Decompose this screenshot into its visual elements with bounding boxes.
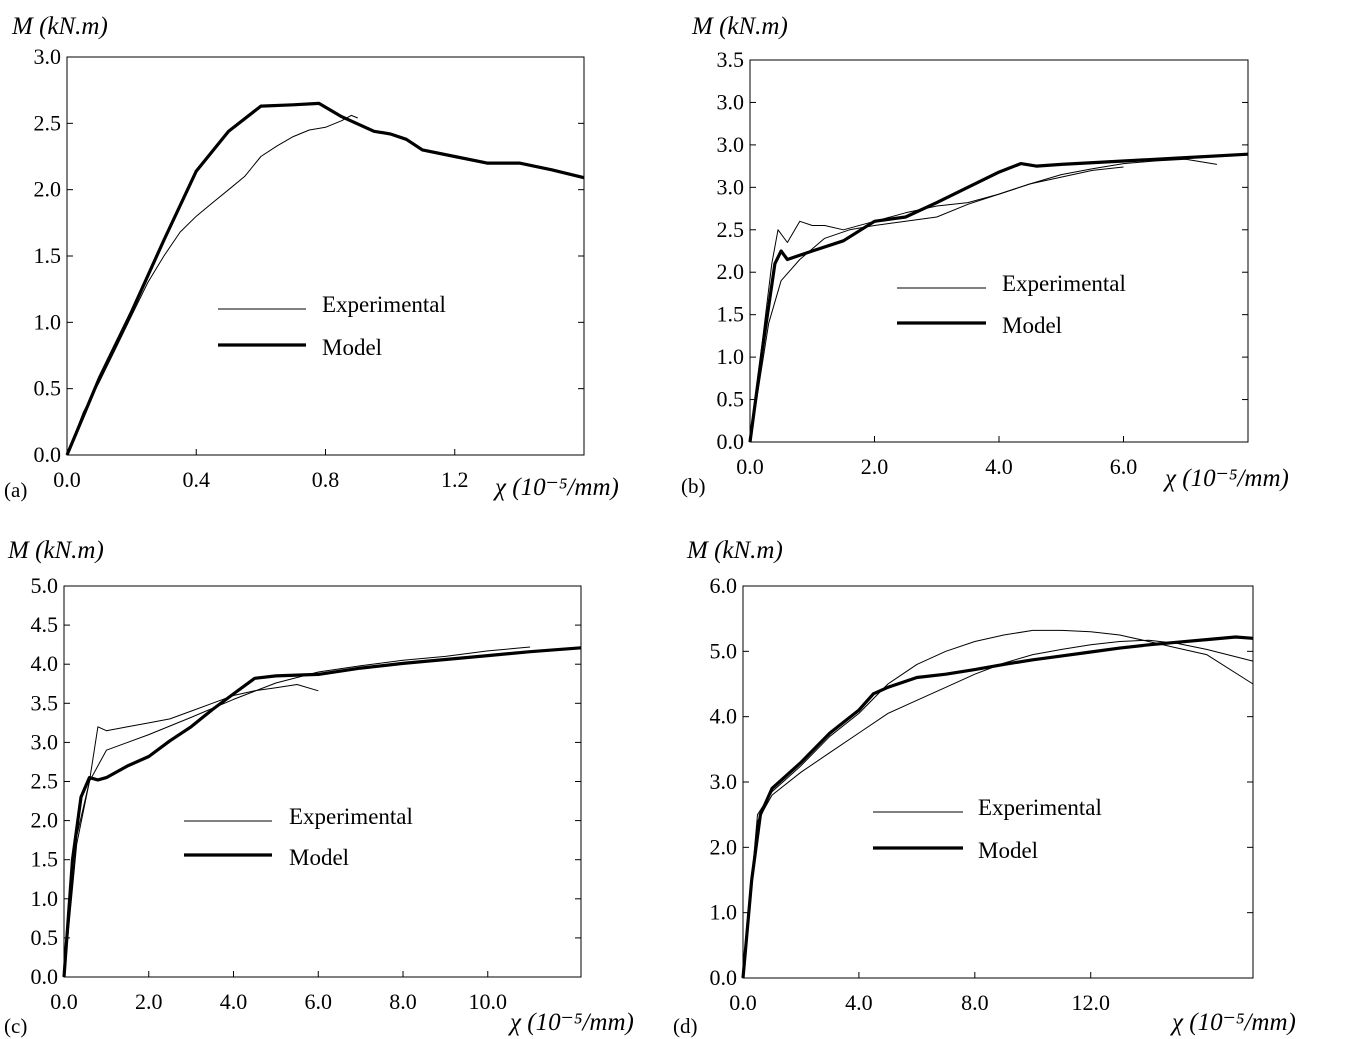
legend-label-experimental: Experimental (289, 804, 413, 829)
y-tick-label: 3.5 (31, 690, 59, 715)
y-tick-label: 4.0 (31, 651, 59, 676)
y-tick-label: 1.0 (31, 886, 59, 911)
model-series-line (65, 101, 585, 456)
y-tick-label: 3.5 (717, 47, 745, 72)
legend: Experimental Model (873, 795, 1102, 863)
y-tick-label: 2.0 (717, 259, 745, 284)
y-tick-label: 1.0 (717, 344, 745, 369)
legend-label-model: Model (322, 335, 382, 360)
y-tick-label: 3.0 (717, 132, 745, 157)
y-tick-label: 2.5 (31, 769, 59, 794)
x-tick-label: 4.0 (845, 990, 873, 1015)
y-tick-label: 0.5 (717, 387, 745, 412)
x-tick-label: 0.8 (312, 467, 340, 492)
y-tick-label: 6.0 (710, 573, 738, 598)
y-tick-label: 2.5 (34, 110, 62, 135)
y-tick-label: 2.0 (710, 834, 738, 859)
model-series-line (748, 152, 1249, 443)
x-tick-label: 8.0 (961, 990, 989, 1015)
y-axis-label: M (kN.m) (691, 13, 788, 40)
x-tick-label: 4.0 (220, 989, 248, 1014)
y-tick-label: 0.0 (710, 965, 738, 990)
y-tick-label: 1.5 (31, 847, 59, 872)
x-tick-label: 0.0 (50, 989, 78, 1014)
x-axis-label: χ (10⁻⁵/mm) (508, 1009, 634, 1036)
plot-frame (749, 59, 1249, 443)
experimental-series-line (63, 646, 531, 978)
plot-frame (66, 56, 585, 456)
y-tick-label: 5.0 (31, 573, 59, 598)
y-tick-label: 5.0 (710, 638, 738, 663)
x-tick-label: 8.0 (389, 989, 417, 1014)
x-tick-label: 2.0 (861, 454, 889, 479)
panel-d: 0.0 1.0 2.0 3.0 4.0 5.0 6.0 0.0 4.0 8.0 12.0 (d) M (… (673, 537, 1296, 1038)
experimental-series-line (63, 684, 319, 978)
x-axis-label: χ (10⁻⁵/mm) (1163, 465, 1289, 492)
legend-label-model: Model (1002, 313, 1062, 338)
legend: Experimental Model (218, 292, 446, 360)
experimental-series-line (749, 158, 1217, 443)
plot-frame (742, 585, 1254, 979)
x-tick-label: 0.0 (736, 454, 764, 479)
experimental-series-line (742, 639, 1254, 979)
x-tick-label: 12.0 (1071, 990, 1110, 1015)
y-tick-label: 0.0 (34, 442, 62, 467)
x-axis-label: χ (10⁻⁵/mm) (493, 474, 619, 501)
model-series-line (62, 646, 582, 978)
x-tick-label: 0.4 (183, 467, 211, 492)
y-axis-label: M (kN.m) (686, 537, 783, 564)
y-tick-label: 3.0 (710, 769, 738, 794)
x-tick-label: 1.2 (441, 467, 469, 492)
legend: Experimental Model (184, 804, 413, 870)
y-tick-label: 2.0 (34, 177, 62, 202)
legend-label-experimental: Experimental (322, 292, 446, 317)
panel-b: 0.0 0.5 1.0 1.5 2.0 2.5 3.0 3.0 3.0 3.5 0.0 2.0 4.0 6… (681, 13, 1289, 498)
y-tick-label: 2.5 (717, 217, 745, 242)
legend-label-model: Model (289, 845, 349, 870)
y-tick-label: 2.0 (31, 808, 59, 833)
legend-label-experimental: Experimental (978, 795, 1102, 820)
y-tick-label: 3.0 (31, 729, 59, 754)
panel-c: 0.0 0.5 1.0 1.5 2.0 2.5 3.0 3.5 4.0 4.5 5.0 0.0 2.0 4… (4, 537, 634, 1038)
panel-label: (a) (4, 478, 27, 502)
y-tick-label: 0.5 (34, 376, 62, 401)
plot-frame (63, 585, 582, 978)
experimental-series-line (66, 114, 358, 456)
x-tick-label: 0.0 (53, 467, 81, 492)
panel-label: (b) (681, 474, 706, 498)
y-tick-label: 4.5 (31, 612, 59, 637)
y-tick-label: 1.5 (34, 243, 62, 268)
y-tick-label: 3.0 (717, 174, 745, 199)
x-tick-label: 4.0 (985, 454, 1013, 479)
y-tick-label: 0.0 (31, 964, 59, 989)
x-tick-label: 0.0 (729, 990, 757, 1015)
y-tick-label: 0.0 (717, 429, 745, 454)
y-tick-label: 1.5 (717, 302, 745, 327)
experimental-series-line (742, 629, 1254, 979)
y-axis-label: M (kN.m) (11, 13, 108, 40)
y-axis-label: M (kN.m) (7, 537, 104, 564)
legend-label-experimental: Experimental (1002, 271, 1126, 296)
experimental-series-line (749, 166, 1124, 443)
panel-label: (d) (673, 1014, 698, 1038)
y-tick-label: 1.0 (710, 900, 738, 925)
x-axis-label: χ (10⁻⁵/mm) (1170, 1009, 1296, 1036)
x-tick-label: 6.0 (305, 989, 333, 1014)
model-series-line (741, 635, 1254, 979)
y-tick-label: 3.0 (717, 89, 745, 114)
x-tick-label: 10.0 (469, 989, 508, 1014)
panel-label: (c) (4, 1014, 27, 1038)
panel-a: 0.0 0.5 1.0 1.5 2.0 2.5 3.0 0.0 0.4 0.8 1.2 (a) M (k… (4, 13, 619, 502)
y-tick-label: 0.5 (31, 925, 59, 950)
x-tick-label: 6.0 (1110, 454, 1138, 479)
legend: Experimental Model (897, 271, 1126, 338)
x-tick-label: 2.0 (135, 989, 163, 1014)
legend-label-model: Model (978, 838, 1038, 863)
y-tick-label: 4.0 (710, 704, 738, 729)
y-tick-label: 1.0 (34, 309, 62, 334)
y-tick-label: 3.0 (34, 44, 62, 69)
